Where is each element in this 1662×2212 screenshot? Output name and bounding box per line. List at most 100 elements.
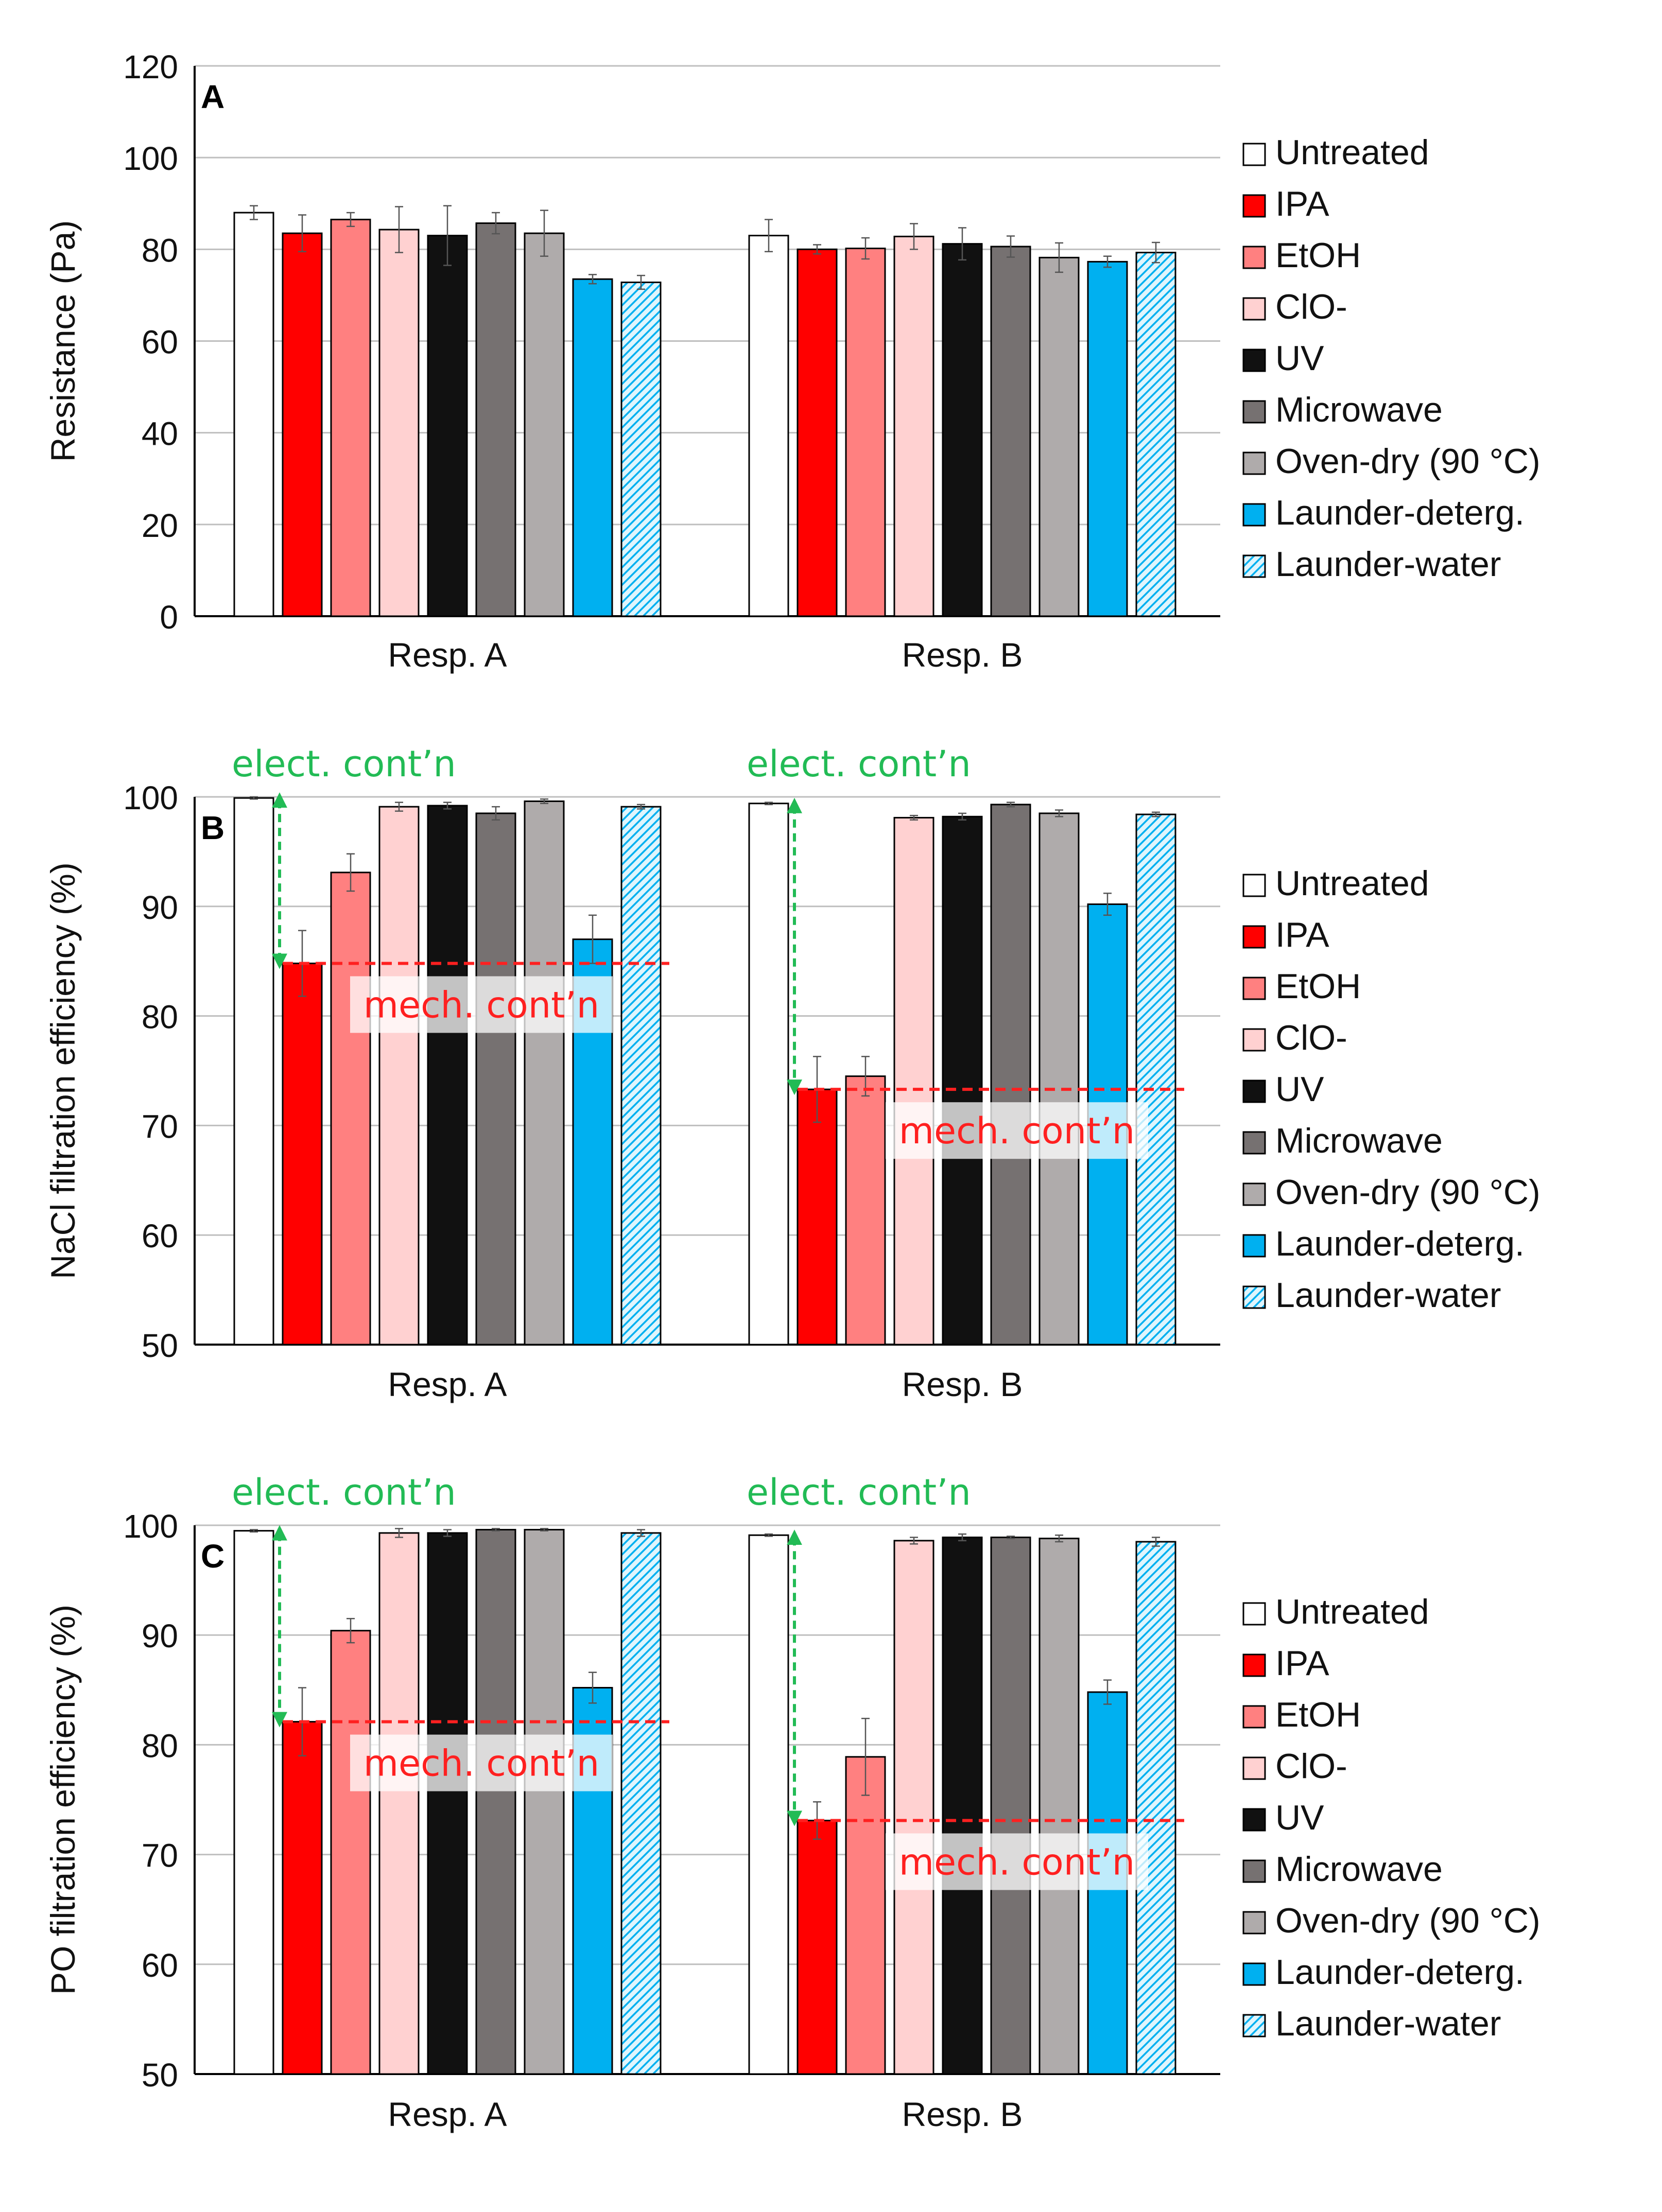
- legend-entry: Oven-dry (90 °C): [1275, 1173, 1540, 1212]
- legend-swatch: [1242, 1182, 1266, 1206]
- panel-label: B: [201, 809, 224, 846]
- bar-untreated: [233, 797, 274, 1346]
- bar-clo-: [378, 1532, 420, 2075]
- legend-entry: Untreated: [1275, 133, 1429, 172]
- legend-swatch: [1242, 1602, 1266, 1626]
- bar-clo-: [893, 235, 934, 617]
- bar-launder-deterg-: [572, 278, 613, 617]
- bar-microwave: [990, 1536, 1031, 2075]
- legend-entry: Launder-deterg.: [1275, 1224, 1525, 1263]
- legend-swatch: [1242, 1859, 1266, 1883]
- bar-clo-: [893, 816, 934, 1346]
- y-tick-label: 80: [142, 1727, 178, 1764]
- legend-swatch: [1242, 1653, 1266, 1677]
- bar-etoh: [845, 1075, 886, 1346]
- bar-untreated: [748, 1534, 789, 2075]
- legend-entry: Launder-water: [1275, 1276, 1501, 1315]
- bar-launder-water: [620, 281, 662, 617]
- legend-entry: Microwave: [1275, 1850, 1443, 1889]
- bar-ipa: [797, 248, 838, 617]
- legend-entry: UV: [1275, 1798, 1324, 1837]
- bar-clo-: [378, 229, 420, 617]
- y-tick-label: 70: [142, 1837, 178, 1874]
- bar-ipa: [797, 1088, 838, 1346]
- legend-swatch: [1242, 554, 1266, 578]
- bar-oven-dry-90-c-: [1038, 256, 1080, 617]
- legend-entry: IPA: [1275, 915, 1329, 954]
- bar-oven-dry-90-c-: [524, 232, 565, 617]
- mech-contribution-label-bg: [886, 1102, 1148, 1159]
- legend-entry: Launder-water: [1275, 2004, 1501, 2043]
- y-axis-label: NaCl filtration efficiency (%): [44, 862, 82, 1279]
- bar-untreated: [748, 235, 789, 617]
- bar-oven-dry-90-c-: [524, 800, 565, 1346]
- mech-contribution-label-bg: [350, 976, 613, 1033]
- legend-entry: Launder-deterg.: [1275, 1953, 1525, 1992]
- bar-ipa: [282, 232, 323, 617]
- bar-uv: [427, 1532, 468, 2075]
- legend-entry: ClO-: [1275, 1018, 1347, 1057]
- legend-swatch: [1242, 1079, 1266, 1103]
- legend-entry: ClO-: [1275, 287, 1347, 326]
- legend-entry: EtOH: [1275, 967, 1361, 1006]
- legend-swatch: [1242, 1285, 1266, 1309]
- chart-panel-a: 0 20 40 60 80 100 120 Resistance (Pa) A Resp. A Re…: [44, 48, 1540, 674]
- bar-untreated: [748, 803, 789, 1346]
- bar-microwave: [475, 1529, 516, 2075]
- bar-ipa: [797, 1820, 838, 2075]
- bar-uv: [942, 1536, 983, 2075]
- y-tick-label: 0: [160, 599, 178, 636]
- legend-swatch: [1242, 1028, 1266, 1052]
- legend-swatch: [1242, 977, 1266, 1000]
- x-category-label: Resp. A: [388, 636, 507, 674]
- legend-entry: Untreated: [1275, 1592, 1429, 1631]
- y-tick-label: 20: [142, 507, 178, 544]
- mech-contribution-label-bg: [886, 1833, 1148, 1890]
- legend-swatch: [1242, 143, 1266, 166]
- y-tick-label: 100: [123, 140, 178, 177]
- legend-swatch: [1242, 194, 1266, 218]
- bar-microwave: [475, 812, 516, 1346]
- legend-swatch: [1242, 400, 1266, 424]
- legend-swatch: [1242, 349, 1266, 372]
- bar-launder-water: [620, 806, 662, 1346]
- bar-ipa: [282, 1721, 323, 2075]
- legend-swatch: [1242, 1962, 1266, 1986]
- x-category-label: Resp. A: [388, 2095, 507, 2133]
- panel-label: A: [201, 78, 224, 115]
- x-category-label: Resp. B: [902, 2095, 1023, 2133]
- y-tick-label: 60: [142, 1217, 178, 1255]
- legend-entry: Launder-water: [1275, 545, 1501, 584]
- panel-label: C: [201, 1538, 224, 1575]
- bar-clo-: [378, 806, 420, 1346]
- y-tick-label: 60: [142, 1947, 178, 1984]
- y-tick-label: 90: [142, 889, 178, 926]
- bar-uv: [942, 243, 983, 617]
- bar-oven-dry-90-c-: [1038, 812, 1080, 1346]
- chart-panel-b: 50 60 70 80 90 100 NaCl filtration efficiency …: [44, 743, 1540, 1403]
- chart-panel-c: 50 60 70 80 90 100 PO filtration efficiency (%…: [44, 1471, 1540, 2133]
- legend-entry: EtOH: [1275, 236, 1361, 275]
- y-tick-label: 120: [123, 48, 178, 85]
- legend-entry: UV: [1275, 1070, 1324, 1109]
- bar-etoh: [330, 1630, 371, 2075]
- bar-microwave: [990, 804, 1031, 1346]
- legend-swatch: [1242, 1808, 1266, 1832]
- y-tick-label: 80: [142, 232, 178, 269]
- legend-entry: EtOH: [1275, 1695, 1361, 1734]
- legend-swatch: [1242, 297, 1266, 321]
- legend-entry: Oven-dry (90 °C): [1275, 442, 1540, 481]
- legend-swatch: [1242, 1756, 1266, 1780]
- y-tick-label: 80: [142, 999, 178, 1036]
- y-axis-label: Resistance (Pa): [44, 220, 82, 462]
- legend-swatch: [1242, 1911, 1266, 1935]
- bar-etoh: [845, 1756, 886, 2075]
- y-tick-label: 70: [142, 1108, 178, 1145]
- legend-swatch: [1242, 874, 1266, 897]
- elect-contribution-label: elect. cont’n: [232, 1471, 456, 1513]
- mech-contribution-label: mech. cont’n: [899, 1110, 1135, 1152]
- bar-ipa: [282, 962, 323, 1346]
- elect-contribution-label: elect. cont’n: [747, 743, 971, 785]
- bar-untreated: [233, 212, 274, 617]
